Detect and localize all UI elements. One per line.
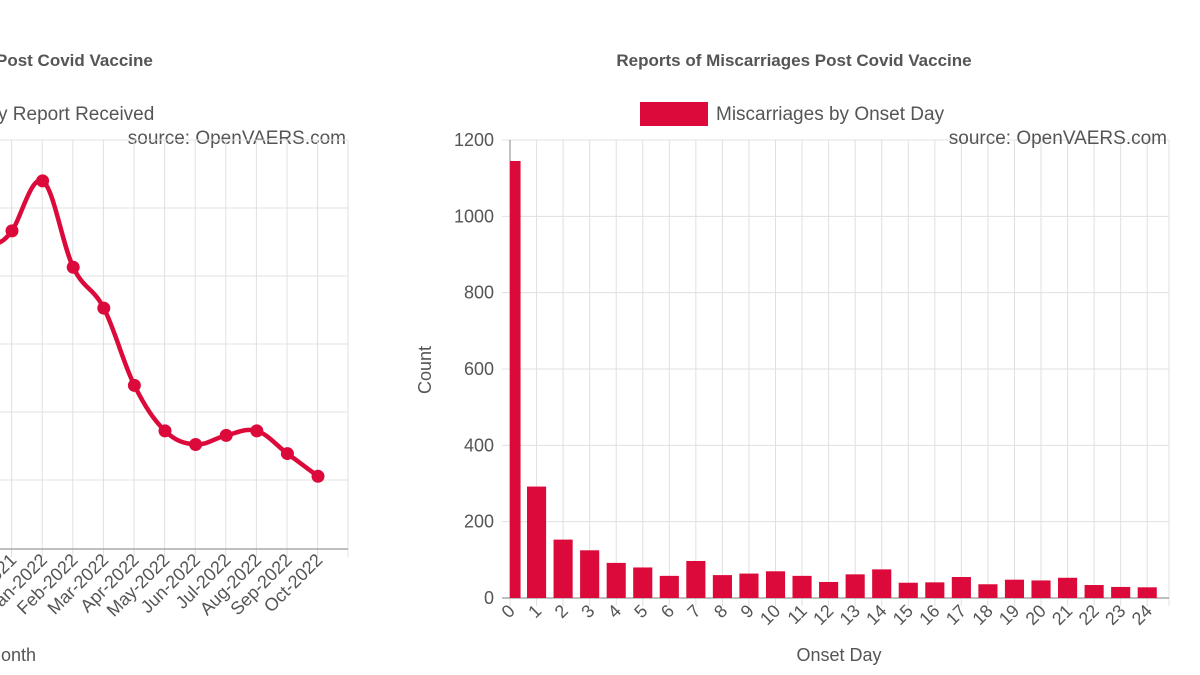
left-data-point	[311, 469, 325, 483]
right-x-tick-label: 14	[862, 601, 890, 629]
right-bar	[606, 562, 626, 598]
right-y-tick-label: 800	[464, 283, 494, 303]
right-x-tick-label: 16	[915, 601, 943, 629]
right-x-tick-label: 15	[889, 601, 917, 629]
right-x-tick-label: 22	[1075, 601, 1103, 629]
left-data-point	[66, 260, 80, 274]
left-data-point	[97, 301, 111, 315]
right-y-tick-label: 1000	[454, 206, 494, 226]
right-bar	[686, 560, 706, 598]
left-data-point	[250, 424, 264, 438]
right-x-tick-label: 10	[756, 601, 784, 629]
right-x-tick-label: 13	[836, 601, 864, 629]
right-grid	[502, 139, 1170, 606]
right-x-tick-label: 3	[577, 601, 598, 622]
left-data-point	[36, 174, 50, 188]
right-bar	[659, 575, 679, 598]
right-bar	[1084, 585, 1104, 598]
right-bar	[1031, 580, 1051, 598]
right-bar-chart: Reports of Miscarriages Post Covid Vacci…	[415, 51, 1170, 665]
right-source-note: source: OpenVAERS.com	[949, 128, 1167, 149]
left-chart-title: Post Covid Vaccine	[0, 51, 153, 70]
left-series-points	[5, 174, 325, 483]
right-bar	[1058, 577, 1078, 598]
right-x-tick-label: 12	[809, 601, 837, 629]
right-x-tick-label: 19	[995, 601, 1023, 629]
right-x-tick-label: 0	[498, 601, 519, 622]
right-bars	[510, 160, 1157, 598]
right-bar	[526, 486, 547, 598]
right-bar	[1137, 587, 1157, 598]
left-source-note: source: OpenVAERS.com	[128, 128, 346, 149]
right-x-tick-label: 8	[710, 601, 731, 622]
right-x-tick-label: 6	[657, 601, 678, 622]
left-x-tick-labels: 21ec-2021Jan-2022Feb-2022Mar-2022Apr-202…	[0, 550, 326, 621]
left-data-point	[158, 424, 172, 438]
right-y-tick-label: 1200	[454, 130, 494, 150]
right-bar	[1004, 579, 1025, 598]
left-data-point	[280, 447, 294, 461]
right-bar	[925, 582, 945, 598]
right-bar	[739, 573, 759, 598]
right-x-tick-label: 23	[1101, 601, 1129, 629]
right-bar	[898, 582, 918, 598]
right-bar	[580, 550, 600, 598]
right-legend-label: Miscarriages by Onset Day	[716, 104, 945, 125]
right-x-tick-label: 24	[1128, 601, 1156, 629]
right-y-tick-label: 200	[464, 512, 494, 532]
right-bar	[510, 160, 521, 598]
right-bar	[872, 569, 892, 598]
right-legend-swatch	[640, 102, 708, 126]
left-legend-label: y Report Received	[0, 104, 154, 125]
right-bar	[978, 584, 998, 598]
left-data-point	[219, 428, 233, 442]
right-y-tick-label: 600	[464, 359, 494, 379]
right-y-tick-labels: 0 200 400 600 800 1000 1200	[454, 130, 494, 608]
right-y-axis-label: Count	[415, 346, 435, 394]
right-x-tick-label: 7	[683, 601, 704, 622]
right-bar	[951, 577, 971, 598]
right-y-tick-label: 0	[484, 588, 494, 608]
right-x-tick-label: 5	[630, 601, 651, 622]
right-bar	[819, 581, 839, 598]
left-line-chart: Post Covid Vaccine y Report Received sou…	[0, 51, 349, 665]
right-bar	[553, 539, 573, 598]
right-x-tick-label: 4	[604, 601, 625, 622]
left-data-point	[127, 378, 141, 392]
right-bar	[845, 574, 865, 598]
right-chart-title: Reports of Miscarriages Post Covid Vacci…	[616, 51, 971, 70]
left-data-point	[5, 224, 19, 238]
right-y-tick-label: 400	[464, 435, 494, 455]
right-x-axis-label: Onset Day	[796, 645, 881, 665]
right-x-tick-label: 17	[942, 601, 970, 629]
right-x-tick-label: 9	[737, 601, 758, 622]
right-bar	[712, 575, 732, 598]
right-x-tick-label: 11	[784, 601, 811, 628]
left-x-axis-label: Month	[0, 645, 36, 665]
right-bar	[792, 575, 812, 598]
left-data-point	[189, 437, 203, 451]
right-x-tick-label: 21	[1048, 601, 1076, 629]
right-bar	[1111, 586, 1131, 598]
left-grid	[0, 139, 349, 557]
right-bar	[633, 567, 653, 598]
right-x-tick-label: 2	[551, 601, 572, 622]
right-bar	[765, 571, 786, 598]
right-x-tick-label: 1	[524, 601, 545, 622]
right-x-tick-label: 20	[1022, 601, 1050, 629]
right-x-tick-label: 18	[968, 601, 996, 629]
